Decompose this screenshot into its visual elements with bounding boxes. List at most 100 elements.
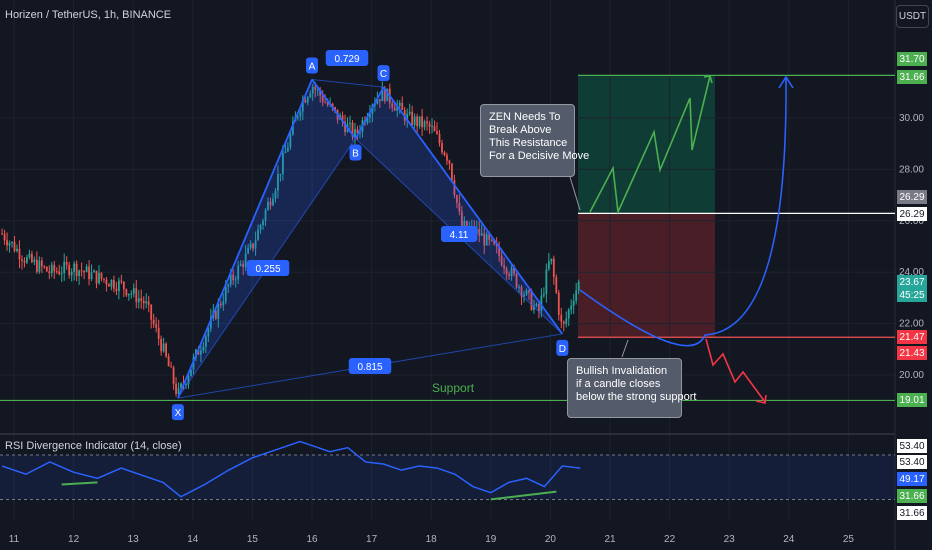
candle-body [391, 103, 394, 108]
invalidation-callout-line: Bullish Invalidation [576, 365, 668, 377]
candle-body [535, 303, 538, 306]
candle-body [321, 95, 324, 103]
price-badge-label: 26.29 [899, 209, 924, 220]
resistance-callout-line: This Resistance [489, 137, 568, 149]
candle-body [386, 88, 389, 102]
rsi-badge [897, 472, 927, 486]
candle-body [167, 356, 170, 367]
candle-body [572, 300, 575, 306]
candle-body [383, 87, 386, 102]
candle-body [110, 279, 113, 287]
candle-body [493, 240, 496, 245]
rsi-title: RSI Divergence Indicator (14, close) [5, 440, 182, 452]
candle-body [252, 243, 254, 249]
rsi-badge [897, 489, 927, 503]
rsi-badge-label: 49.17 [899, 474, 924, 485]
ratio-label: 0.255 [255, 264, 280, 275]
candle-body [6, 240, 8, 246]
candle-body [334, 107, 337, 110]
candle-body [28, 253, 31, 258]
candle-body [239, 263, 242, 266]
candle-body [8, 243, 11, 246]
candle-body [130, 293, 133, 295]
candle-body [160, 338, 163, 352]
candle-body [214, 311, 217, 319]
candle-body [570, 305, 573, 310]
symbol-title: Horizen / TetherUS, 1h, BINANCE [5, 9, 172, 21]
candle-body [351, 122, 354, 137]
support-label: Support [432, 381, 475, 395]
candle-body [545, 269, 548, 294]
candle-body [88, 266, 90, 280]
candle-body [40, 260, 43, 267]
candle-body [1, 233, 3, 235]
candle-body [152, 319, 155, 325]
candle-body [120, 280, 123, 282]
candle-body [11, 241, 13, 244]
candle-body [284, 151, 287, 154]
candle-body [23, 260, 26, 263]
candle-body [155, 324, 158, 328]
ratio-label: 4.11 [450, 230, 469, 241]
candle-body [53, 264, 56, 272]
candle-body [55, 271, 58, 273]
price-badge [897, 330, 927, 344]
candle-body [170, 366, 172, 368]
candle-body [135, 288, 138, 303]
candle-body [393, 107, 396, 111]
candle-body [366, 117, 369, 123]
candle-body [369, 113, 371, 118]
candle-body [237, 265, 240, 280]
candle-body [18, 248, 21, 260]
candle-body [426, 121, 428, 124]
candle-body [508, 274, 510, 277]
resistance-callout-line: ZEN Needs To [489, 111, 561, 123]
candle-body [50, 264, 53, 274]
candle-body [137, 298, 140, 303]
candle-body [356, 129, 359, 134]
candle-body [282, 153, 284, 174]
candle-body [296, 116, 299, 118]
candle-body [222, 301, 225, 306]
candle-body [354, 129, 356, 137]
candle-body [95, 270, 98, 284]
candle-body [132, 288, 135, 294]
candle-body [16, 248, 18, 252]
candle-body [560, 314, 563, 322]
candle-body [73, 263, 76, 272]
callout-pointer [569, 176, 581, 211]
time-tick: 16 [306, 534, 318, 545]
currency-button[interactable]: USDT [896, 5, 929, 28]
candle-body [31, 253, 33, 262]
price-badge-label: 21.43 [899, 348, 924, 359]
candle-body [274, 190, 277, 199]
pattern-point-label: B [352, 149, 359, 160]
candle-body [93, 270, 95, 273]
candle-body [279, 173, 282, 175]
candle-body [262, 220, 264, 226]
candle-body [267, 201, 269, 211]
candle-body [550, 258, 553, 262]
candle-body [518, 286, 520, 288]
candle-body [75, 263, 78, 276]
candle-body [525, 290, 528, 295]
rsi-badge [897, 506, 927, 520]
candle-body [125, 289, 128, 296]
candle-body [398, 102, 401, 107]
candle-body [455, 195, 458, 203]
candle-body [530, 292, 533, 310]
time-tick: 11 [9, 534, 20, 545]
target-zone [578, 75, 715, 214]
price-tick: 24.00 [899, 267, 924, 278]
candle-body [35, 259, 38, 272]
candle-body [331, 103, 334, 108]
candle-body [431, 125, 433, 127]
candle-body [26, 257, 28, 263]
candle-body [204, 336, 207, 347]
candle-body [33, 259, 36, 262]
candle-body [555, 276, 558, 293]
pattern-leg [354, 86, 385, 139]
time-tick: 13 [128, 534, 140, 545]
price-badge-label: 31.70 [899, 54, 924, 65]
